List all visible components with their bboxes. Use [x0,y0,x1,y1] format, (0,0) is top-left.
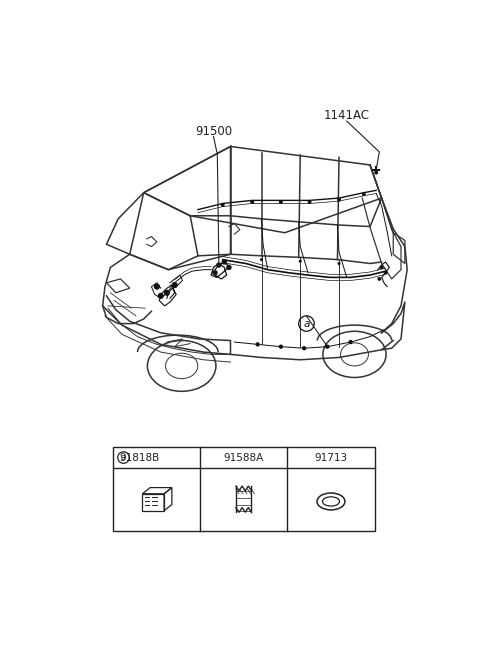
Text: 91588A: 91588A [224,453,264,463]
Text: 91818B: 91818B [120,453,160,463]
Circle shape [308,200,312,204]
Circle shape [337,197,341,201]
Circle shape [302,346,306,350]
Bar [113,447,375,531]
Circle shape [250,200,254,204]
Circle shape [377,277,381,281]
Circle shape [384,271,387,275]
Circle shape [154,283,160,290]
Circle shape [172,282,178,288]
Circle shape [226,264,232,270]
Text: 91713: 91713 [314,453,348,463]
Bar [143,494,164,510]
Circle shape [255,342,260,346]
Circle shape [212,270,218,276]
Circle shape [348,340,353,344]
Circle shape [260,258,263,261]
Circle shape [325,344,330,349]
Text: 1141AC: 1141AC [324,109,370,122]
Circle shape [157,293,164,299]
Circle shape [374,171,378,174]
Circle shape [216,262,222,268]
Circle shape [222,259,227,264]
Circle shape [380,266,384,270]
Circle shape [221,203,225,207]
Circle shape [279,344,283,349]
Text: a: a [303,319,310,329]
Text: a: a [121,453,126,462]
Circle shape [279,200,283,204]
Text: 91500: 91500 [195,125,232,138]
Circle shape [299,260,302,263]
Circle shape [164,290,170,296]
Circle shape [337,262,340,265]
Circle shape [362,192,366,196]
